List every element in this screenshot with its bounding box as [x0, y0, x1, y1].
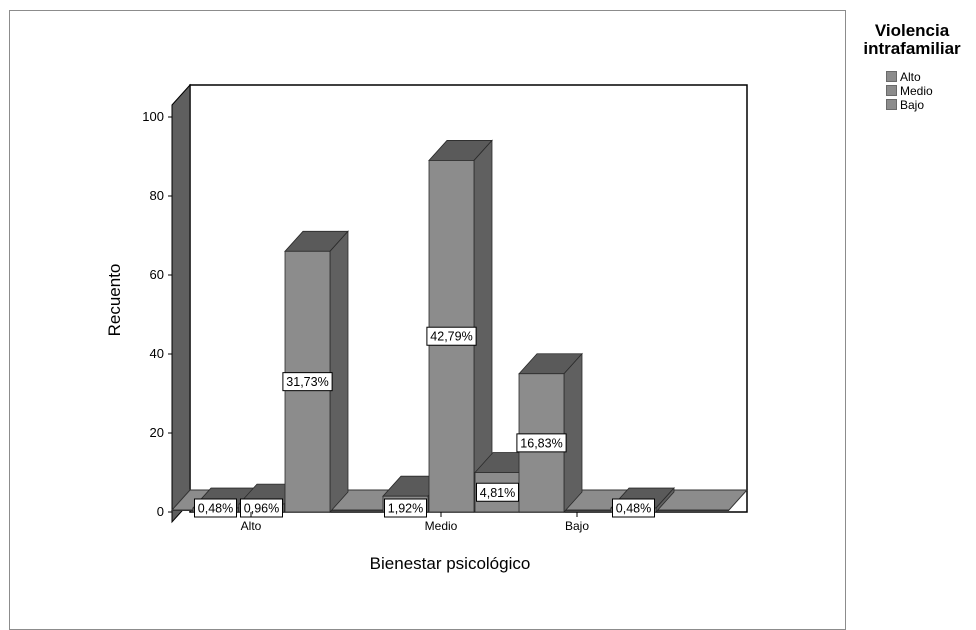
data-label-box [516, 433, 567, 453]
x-axis: Alto Medio Bajo [241, 512, 589, 533]
legend: Violencia intrafamiliar Alto Medio Bajo [848, 0, 976, 126]
legend-label-medio: Medio [900, 84, 933, 98]
legend-title: Violencia intrafamiliar [863, 21, 961, 58]
data-label-text: 16,83% [520, 436, 562, 450]
bar-side [563, 352, 583, 514]
data-label: 31,73% [282, 372, 333, 392]
data-labels: 0,48% 0,96% 31,73% 1,92% 42,79% 4,81% 16,83% 0,… [194, 326, 655, 518]
data-label-box [426, 326, 477, 346]
legend-swatch-alto [886, 71, 897, 82]
data-label: 0,48% [194, 498, 237, 518]
data-label-text: 0,48% [616, 502, 651, 516]
y-tick-label: 0 [157, 504, 164, 519]
bar [518, 352, 583, 514]
data-label: 16,83% [516, 433, 567, 453]
y-tick-label: 100 [142, 109, 164, 124]
x-axis-title: Bienestar psicológico [370, 554, 531, 573]
y-axis: 0 20 40 60 80 100 [142, 109, 172, 519]
legend-item-medio: Medio [886, 84, 933, 98]
data-label-box [476, 482, 519, 502]
data-label: 42,79% [426, 326, 477, 346]
y-axis-title: Recuento [105, 264, 124, 337]
x-tick-label: Bajo [565, 519, 589, 533]
legend-label-alto: Alto [900, 70, 921, 84]
data-label-box [612, 498, 655, 518]
y-tick-label: 80 [150, 188, 164, 203]
data-label-box [384, 498, 427, 518]
y-tick-label: 20 [150, 425, 164, 440]
x-tick-label: Medio [425, 519, 458, 533]
bar [428, 139, 493, 514]
data-label: 1,92% [384, 498, 427, 518]
data-label-box [194, 498, 237, 518]
data-label-text: 31,73% [286, 375, 328, 389]
data-label: 0,96% [240, 498, 283, 518]
data-label-text: 42,79% [430, 330, 472, 344]
data-label-text: 0,96% [244, 502, 279, 516]
legend-swatch-bajo [886, 99, 897, 110]
left-wall [171, 83, 191, 524]
data-label: 4,81% [476, 482, 519, 502]
data-label: 0,48% [612, 498, 655, 518]
data-label-text: 0,48% [198, 502, 233, 516]
x-tick-label: Alto [241, 519, 262, 533]
data-label-text: 1,92% [388, 502, 423, 516]
bar [284, 230, 349, 514]
legend-swatch-medio [886, 85, 897, 96]
legend-item-alto: Alto [886, 70, 921, 84]
legend-label-bajo: Bajo [900, 98, 925, 112]
bar-side [329, 230, 349, 514]
legend-item-bajo: Bajo [886, 98, 924, 112]
data-label-box [282, 372, 333, 392]
data-label-text: 4,81% [480, 486, 515, 500]
y-tick-label: 60 [150, 267, 164, 282]
y-tick-label: 40 [150, 346, 164, 361]
